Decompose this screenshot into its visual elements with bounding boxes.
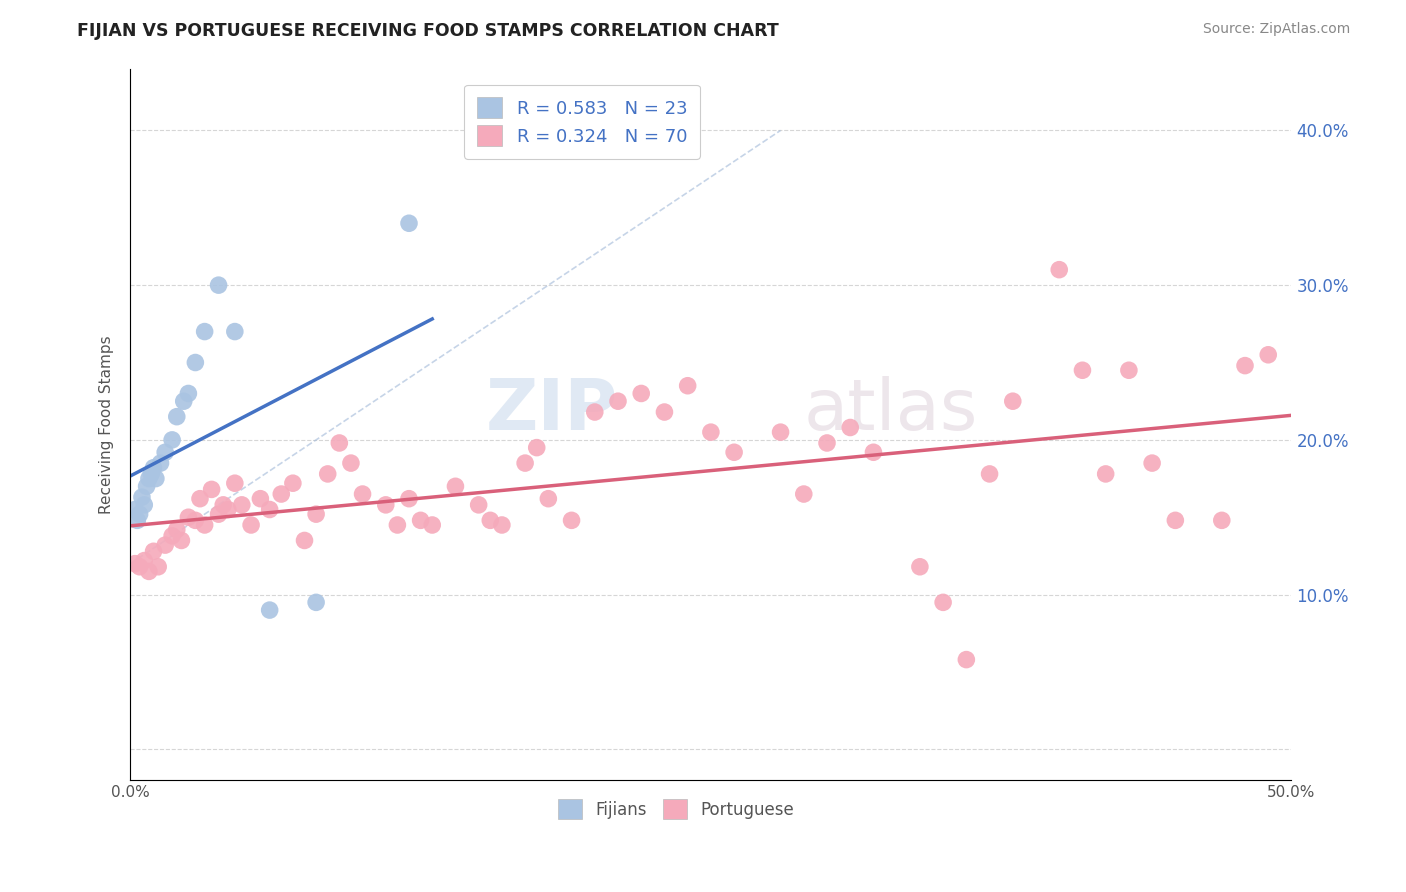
Point [177, 510, 200, 524]
Point [160, 433, 183, 447]
Point [224, 325, 246, 339]
Point [839, 420, 862, 434]
Point [184, 513, 207, 527]
Point [420, 518, 443, 533]
Point [398, 216, 420, 230]
Point [170, 533, 193, 548]
Point [932, 595, 955, 609]
Point [194, 325, 217, 339]
Point [148, 559, 170, 574]
Point [141, 467, 163, 481]
Point [142, 460, 165, 475]
Point [177, 386, 200, 401]
Point [142, 544, 165, 558]
Point [700, 425, 723, 439]
Point [149, 456, 172, 470]
Point [173, 394, 195, 409]
Point [201, 483, 224, 497]
Point [305, 507, 328, 521]
Point [259, 502, 281, 516]
Point [1071, 363, 1094, 377]
Point [387, 518, 409, 533]
Point [294, 533, 316, 548]
Point [398, 491, 420, 506]
Point [723, 445, 745, 459]
Point [184, 355, 207, 369]
Point [467, 498, 489, 512]
Point [231, 498, 253, 512]
Point [328, 436, 350, 450]
Point [249, 491, 271, 506]
Point [1164, 513, 1187, 527]
Point [124, 557, 146, 571]
Point [815, 436, 838, 450]
Point [131, 490, 153, 504]
Point [793, 487, 815, 501]
Point [491, 518, 513, 533]
Point [537, 491, 560, 506]
Point [409, 513, 432, 527]
Text: atlas: atlas [804, 376, 979, 445]
Point [526, 441, 548, 455]
Point [444, 479, 467, 493]
Point [153, 538, 176, 552]
Point [1094, 467, 1116, 481]
Point [479, 513, 502, 527]
Point [217, 502, 239, 516]
Point [1257, 348, 1279, 362]
Point [862, 445, 884, 459]
Point [1140, 456, 1163, 470]
Point [654, 405, 676, 419]
Point [676, 378, 699, 392]
Point [513, 456, 536, 470]
Text: ZIP: ZIP [485, 376, 619, 445]
Legend: Fijians, Portuguese: Fijians, Portuguese [551, 793, 800, 825]
Point [305, 595, 328, 609]
Point [352, 487, 374, 501]
Point [769, 425, 792, 439]
Point [630, 386, 652, 401]
Point [1234, 359, 1257, 373]
Point [188, 491, 211, 506]
Point [134, 553, 156, 567]
Text: FIJIAN VS PORTUGUESE RECEIVING FOOD STAMPS CORRELATION CHART: FIJIAN VS PORTUGUESE RECEIVING FOOD STAM… [77, 22, 779, 40]
Point [138, 472, 160, 486]
Point [281, 476, 304, 491]
Point [607, 394, 630, 409]
Point [955, 652, 977, 666]
Point [135, 479, 157, 493]
Y-axis label: Receiving Food Stamps: Receiving Food Stamps [100, 335, 114, 514]
Point [224, 476, 246, 491]
Point [374, 498, 396, 512]
Point [166, 523, 188, 537]
Point [908, 559, 931, 574]
Point [1211, 513, 1233, 527]
Point [212, 498, 235, 512]
Point [979, 467, 1001, 481]
Point [134, 498, 156, 512]
Point [160, 529, 183, 543]
Point [316, 467, 339, 481]
Point [153, 445, 176, 459]
Point [128, 507, 150, 521]
Point [194, 518, 217, 533]
Point [127, 513, 149, 527]
Point [340, 456, 363, 470]
Text: Source: ZipAtlas.com: Source: ZipAtlas.com [1202, 22, 1350, 37]
Point [124, 502, 146, 516]
Point [270, 487, 292, 501]
Point [1047, 262, 1070, 277]
Point [138, 565, 160, 579]
Point [561, 513, 583, 527]
Point [128, 559, 150, 574]
Point [583, 405, 606, 419]
Point [145, 472, 167, 486]
Point [166, 409, 188, 424]
Point [1001, 394, 1024, 409]
Point [259, 603, 281, 617]
Point [1118, 363, 1140, 377]
Point [207, 507, 229, 521]
Point [207, 278, 229, 293]
Point [240, 518, 263, 533]
